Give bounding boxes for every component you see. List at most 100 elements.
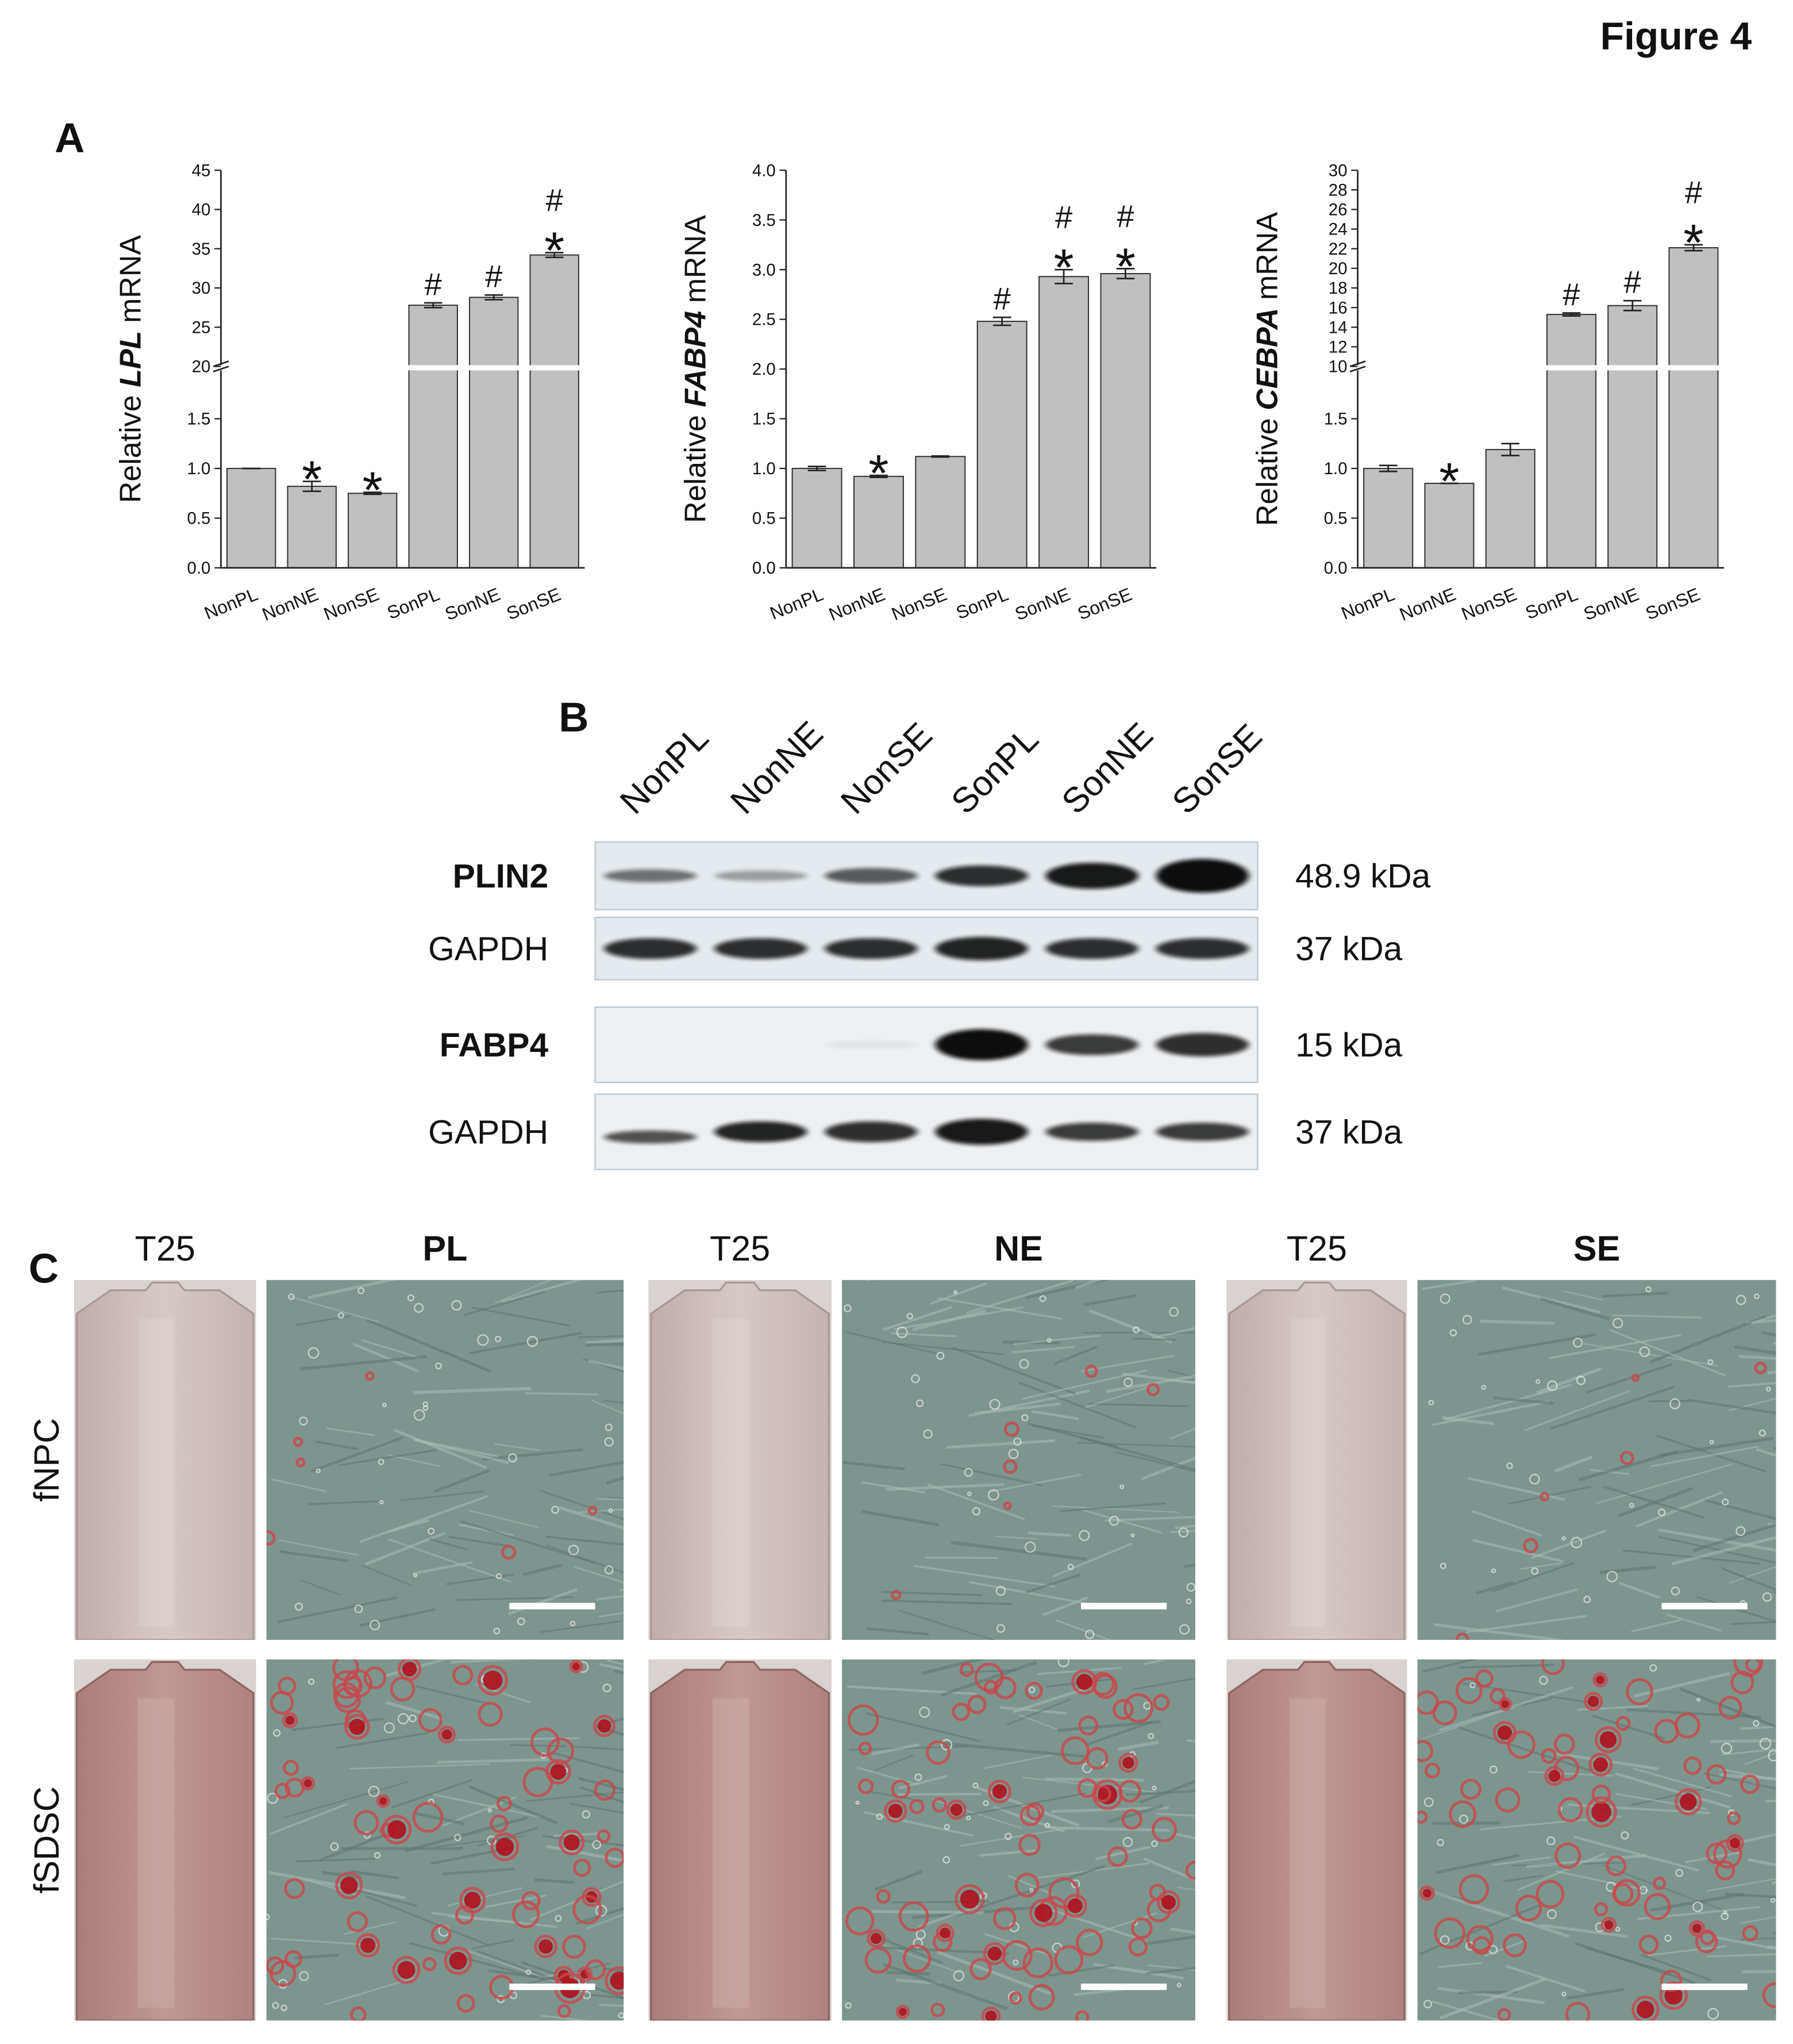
cell-streak [599,2004,624,2007]
cell-granule [280,2004,287,2011]
cell-streak [569,1803,624,1814]
cell-streak [1556,1870,1649,1892]
cell-streak [1432,1400,1549,1427]
cell-streak [1011,1346,1075,1354]
micrograph [266,1659,624,2021]
micrograph-background [1417,1280,1776,1640]
cell-streak [1175,1524,1195,1529]
lipid-droplet [522,1766,553,1797]
axis-break [1349,365,1366,371]
cell-granule [1084,1630,1095,1639]
cell-streak [283,1781,409,1819]
cell-streak [413,1386,531,1394]
cell-streak [1171,1927,1195,1934]
lipid-droplet [1695,1930,1718,1954]
lipid-droplet [1638,1934,1659,1955]
lipid-droplet [983,1942,1006,1965]
cell-streak [523,1563,562,1576]
cell-granule [267,1792,279,1804]
lipid-droplet [1718,1696,1742,1720]
cell-granule [1571,1536,1583,1549]
cell-granule [272,2001,279,2009]
cell-streak [977,1865,1106,1910]
x-tick-label: NonSE [888,583,949,624]
lipid-core [1604,1920,1614,1930]
cell-streak [1696,1596,1776,1623]
lipid-droplet [501,1544,517,1560]
flask [650,1281,830,1640]
cell-streak [279,1539,359,1556]
bar [1546,314,1596,568]
cell-streak [606,1659,624,1666]
lipid-droplet [1075,2010,1090,2021]
lipid-droplet [572,1895,602,1924]
figure-title: Figure 4 [1600,15,1752,58]
cell-granule [1770,1897,1776,1903]
blot-band [825,1040,918,1049]
cell-streak [1685,1851,1741,1864]
y-tick-label: 35 [192,240,211,259]
cell-streak [1021,1369,1148,1400]
cell-streak [1761,1331,1776,1337]
cell-streak [1459,1663,1555,1669]
cell-streak [968,1581,1104,1608]
cell-streak [1540,1297,1610,1321]
lipid-droplet [1419,1885,1435,1901]
lipid-droplet [946,1799,967,1820]
x-tick-label: SonPL [384,583,443,623]
lipid-core [303,1779,312,1788]
y-label-part: Relative [1251,418,1284,526]
cell-streak [921,1659,986,1676]
cell-streak [436,1835,525,1848]
lipid-droplet [350,2006,367,2021]
lipid-droplet [1659,1981,1688,2010]
lipid-droplet [1185,1861,1195,1880]
lipid-droplet [1683,1756,1702,1775]
cell-streak [1471,1509,1543,1537]
cell-streak [865,1712,981,1742]
cell-streak [1502,1286,1600,1313]
lipid-droplet [1022,1947,1054,1978]
lipid-droplet [1417,1690,1439,1715]
y-tick-label: 0.5 [187,509,211,528]
lipid-core [1637,2000,1655,2019]
cell-streak [1517,1853,1605,1892]
micrograph-background [266,1280,624,1640]
lipid-droplet [1003,1459,1018,1474]
y-tick-label: 24 [1329,220,1348,239]
x-tick-label: SonNE [442,583,503,624]
lane-label: SonSE [1164,716,1269,821]
lipid-droplet [1156,1890,1180,1914]
cell-streak [1626,1708,1761,1719]
lipid-core [960,1889,979,1909]
cell-streak [394,1428,487,1469]
lipid-core [1068,1898,1083,1914]
cell-granule [487,1808,493,1813]
cell-streak [941,1463,1042,1486]
error-bar [1623,299,1642,312]
cell-granule [1561,1536,1566,1541]
blot-band [825,868,918,884]
lipid-core [940,1927,951,1939]
cell-granule [972,1507,980,1516]
cell-streak [861,1481,925,1494]
cell-granule [1759,1429,1766,1437]
lipid-droplet [1449,1800,1477,1828]
lipid-core [1729,1838,1741,1849]
cell-streak [448,1535,510,1547]
cell-granule [508,1453,517,1463]
cell-granule [913,1938,923,1949]
column-header: PL [422,1229,467,1268]
lipid-droplet [270,1690,294,1715]
cell-streak [580,1786,624,1804]
y-tick-label: 14 [1329,318,1348,337]
x-tick-label: SonSE [1642,583,1703,624]
bar [915,456,966,568]
cell-streak [599,1662,624,1671]
lipid-droplet [1118,1753,1138,1773]
y-label-part: Relative [114,395,147,503]
cell-streak [914,1565,1056,1588]
cell-granule [525,1969,532,1976]
lipid-droplet [478,1701,503,1727]
lipid-droplet [1544,1766,1565,1786]
